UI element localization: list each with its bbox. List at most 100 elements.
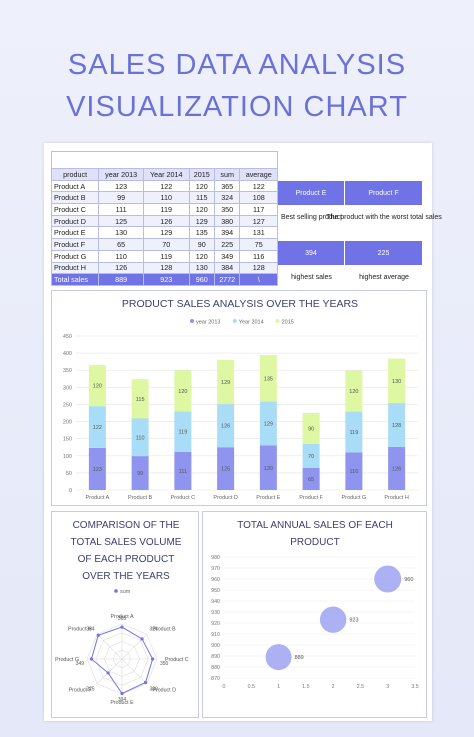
bar-segment: [88, 447, 106, 490]
data-label: 923: [349, 618, 358, 624]
y-tick-label: 980: [211, 555, 220, 561]
radar-spoke: [121, 658, 147, 684]
radar-category-label: Product A: [111, 614, 134, 620]
table-cell: 125: [98, 214, 145, 228]
radar-chart-panel: COMPARISON OF THE TOTAL SALES VOLUME OF …: [51, 511, 199, 718]
legend-entry: year 2013: [196, 320, 220, 326]
table-cell: 117: [239, 203, 278, 216]
data-label: 960: [404, 577, 413, 583]
data-label: 119: [349, 430, 358, 436]
data-label: 129: [221, 380, 230, 386]
table-cell: 960: [188, 273, 215, 286]
table-cell: 119: [143, 203, 190, 216]
x-tick-label: 1: [277, 684, 280, 690]
radar-value-label: 324: [149, 627, 158, 633]
y-tick-label: 880: [211, 665, 220, 671]
table-cell: 90: [188, 238, 215, 251]
radar-point: [151, 657, 155, 661]
legend-entry: Year 2014: [239, 320, 264, 326]
y-tick-label: 870: [211, 676, 220, 682]
stacked-bar-chart: PRODUCT SALES ANALYSIS OVER THE YEARS ye…: [63, 298, 418, 501]
table-cell: Product G: [50, 249, 100, 263]
summary-block: Product E Product F Best selling product…: [278, 181, 442, 289]
table-cell: 120: [188, 203, 215, 216]
table-cell: 110: [143, 191, 190, 205]
bubble: [319, 606, 347, 633]
table-cell: Product A: [50, 179, 100, 193]
data-label: 65: [308, 477, 314, 483]
y-tick-label: 400: [63, 351, 72, 357]
table-cell: 2772: [213, 273, 241, 286]
total-row: Total sales 889 923 960 2772 \: [50, 273, 278, 286]
highest-average-cell: 225: [345, 241, 423, 265]
radar-chart: COMPARISON OF THE TOTAL SALES VOLUME OF …: [55, 520, 189, 706]
x-tick-label: 0: [223, 684, 226, 690]
radar-value-label: 350: [160, 661, 169, 667]
table-cell: 129: [143, 226, 190, 240]
data-label: 130: [264, 466, 273, 472]
table-cell: Product H: [50, 261, 100, 275]
radar-category-label: Product H: [68, 627, 92, 633]
bubble-chart-panel: TOTAL ANNUAL SALES OF EACH PRODUCT 870 88…: [202, 511, 427, 718]
radar-spoke: [97, 658, 123, 684]
highest-average-label: highest average: [345, 265, 423, 289]
y-tick-label: 910: [211, 632, 220, 638]
data-label: 90: [308, 426, 314, 432]
bubble-chart: TOTAL ANNUAL SALES OF EACH PRODUCT 870 88…: [211, 520, 419, 690]
table-cell: 130: [98, 226, 145, 240]
table-cell: 123: [98, 179, 145, 193]
highest-sales-cell: 394: [278, 241, 345, 265]
data-label: 128: [392, 423, 401, 429]
legend-swatch: [275, 319, 280, 323]
data-label: 120: [178, 389, 187, 395]
table-cell: 120: [188, 249, 215, 263]
radar-category-label: Product G: [55, 657, 79, 663]
y-tick-label: 0: [69, 488, 72, 494]
radar-category-label: Product F: [69, 687, 93, 693]
table-cell: Product E: [50, 226, 100, 240]
table-cell: 115: [188, 191, 215, 205]
y-tick-label: 50: [66, 471, 72, 477]
table-cell: 394: [213, 226, 241, 240]
y-tick-label: 250: [63, 402, 72, 408]
bar-chart-title: PRODUCT SALES ANALYSIS OVER THE YEARS: [122, 298, 358, 310]
data-label: 122: [93, 425, 102, 431]
radar-point: [89, 657, 94, 661]
y-tick-label: 150: [63, 437, 72, 443]
bubble-title-line-2: PRODUCT: [290, 537, 339, 548]
y-tick-label: 940: [211, 599, 220, 605]
x-tick-label: Product B: [128, 495, 152, 501]
bar-segment: [131, 418, 149, 457]
highest-sales-label: highest sales: [278, 265, 345, 289]
x-tick-label: Product D: [213, 495, 237, 501]
y-tick-label: 200: [63, 420, 72, 426]
data-label: 130: [392, 379, 401, 385]
legend-swatch: [190, 319, 194, 323]
x-tick-label: Product F: [299, 495, 323, 501]
table-cell: 127: [239, 214, 278, 228]
y-tick-label: 930: [211, 610, 220, 616]
table-cell: 130: [188, 261, 215, 275]
y-tick-label: 900: [211, 643, 220, 649]
table-row: Product G 110 119 120 349 116: [50, 249, 278, 263]
radar-category-label: Product D: [152, 687, 176, 693]
stacked-bar-chart-panel: PRODUCT SALES ANALYSIS OVER THE YEARS ye…: [51, 290, 427, 506]
table-row: Product F 65 70 90 225 75: [50, 238, 278, 251]
y-tick-label: 300: [63, 385, 72, 391]
table-cell: 108: [239, 191, 278, 205]
bar-segment: [388, 403, 406, 447]
bar-segment: [131, 379, 149, 419]
legend-entry: sum: [120, 589, 131, 595]
radar-point: [140, 637, 144, 641]
radar-title-line: OVER THE YEARS: [82, 571, 170, 582]
table-row: Product B 99 110 115 324 108: [50, 191, 278, 205]
bar-segment: [131, 456, 149, 490]
table-cell: 324: [213, 191, 241, 205]
x-tick-label: 3.5: [411, 684, 418, 690]
sales-data-table: verage of the company's product sales pr…: [50, 151, 278, 286]
page-title: SALES DATA ANALYSIS VISUALIZATION CHART: [0, 44, 474, 128]
legend-swatch: [114, 589, 118, 593]
table-cell: 349: [213, 249, 241, 263]
table-cell: 923: [143, 273, 190, 286]
data-label: 99: [137, 471, 143, 477]
